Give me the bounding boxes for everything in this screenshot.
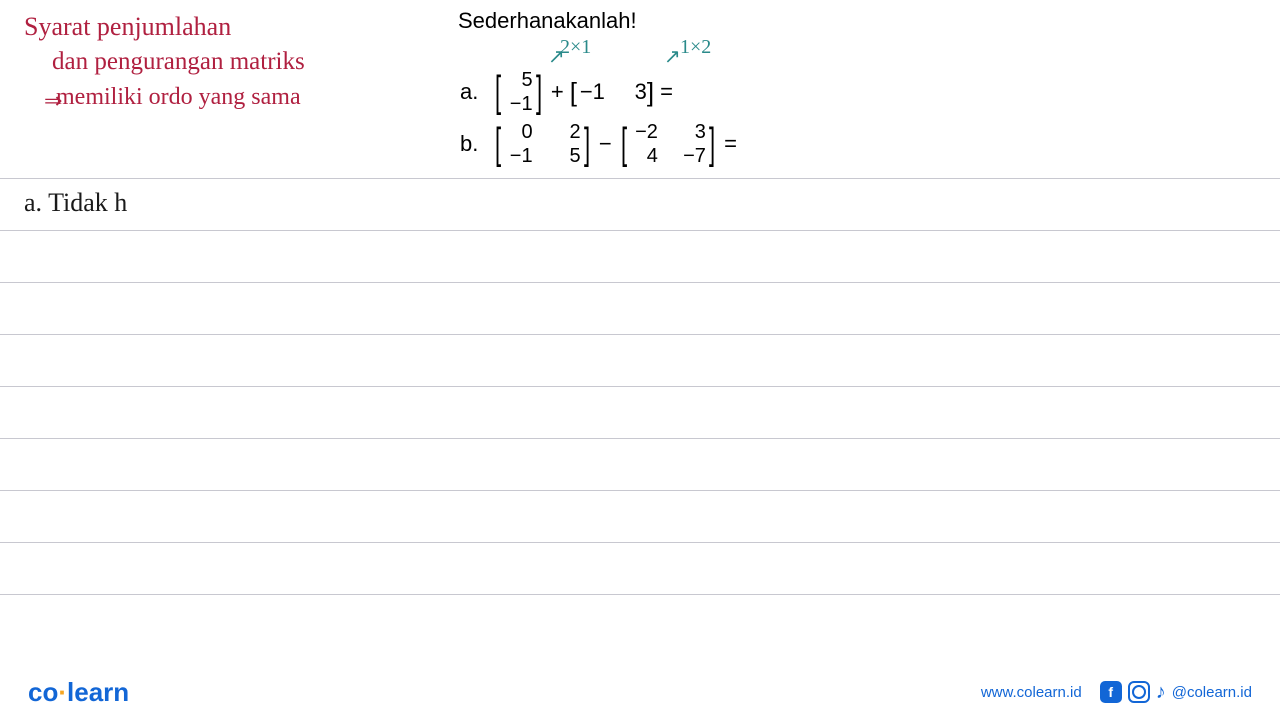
instagram-icon[interactable] [1128, 681, 1150, 703]
brand-logo: co·learn [28, 677, 129, 708]
social-icons: f ♪ @colearn.id [1100, 681, 1252, 704]
ruled-line [0, 334, 1280, 335]
footer: co·learn www.colearn.id f ♪ @colearn.id [0, 664, 1280, 720]
handwritten-note-line1: Syarat penjumlahan [24, 12, 231, 42]
content-area: Sederhanakanlah! Syarat penjumlahan dan … [0, 0, 1280, 640]
problem-b-label: b. [460, 131, 478, 157]
matrix-a1: [ 5 −1 ] [492, 68, 544, 116]
problem-b: b. [ 0 2 −1 5 ] − [ −2 3 [460, 120, 743, 168]
ruled-line [0, 282, 1280, 283]
ruled-line [0, 386, 1280, 387]
matrix-a2: [ −1 3 ] [570, 77, 654, 108]
dimension-arrow-2: ↗ [664, 44, 681, 69]
ruled-line [0, 230, 1280, 231]
problem-a-label: a. [460, 79, 478, 105]
dimension-label-1: 2×1 [560, 36, 591, 59]
matrix-b2: [ −2 3 4 −7 ] [618, 120, 718, 168]
handwritten-note-line3: memiliki ordo yang sama [56, 84, 301, 111]
operator-plus: + [551, 79, 564, 105]
matrix-b1: [ 0 2 −1 5 ] [492, 120, 592, 168]
dimension-label-2: 1×2 [680, 36, 711, 59]
footer-right: www.colearn.id f ♪ @colearn.id [981, 681, 1252, 704]
ruled-line [0, 542, 1280, 543]
equals-b: = [724, 131, 737, 157]
tiktok-icon[interactable]: ♪ [1156, 681, 1166, 704]
ruled-line [0, 178, 1280, 179]
facebook-icon[interactable]: f [1100, 681, 1122, 703]
problem-a: a. [ 5 −1 ] + [ −1 3 ] = [460, 68, 679, 116]
handwritten-answer-a: a. Tidak h [24, 188, 127, 218]
operator-minus: − [599, 131, 612, 157]
social-handle[interactable]: @colearn.id [1172, 684, 1252, 701]
ruled-line [0, 490, 1280, 491]
dot-icon: · [58, 677, 67, 707]
problem-title: Sederhanakanlah! [458, 8, 637, 34]
handwritten-note-line2: dan pengurangan matriks [52, 48, 305, 76]
equals-a: = [660, 79, 673, 105]
ruled-line [0, 594, 1280, 595]
ruled-line [0, 438, 1280, 439]
website-url[interactable]: www.colearn.id [981, 684, 1082, 701]
